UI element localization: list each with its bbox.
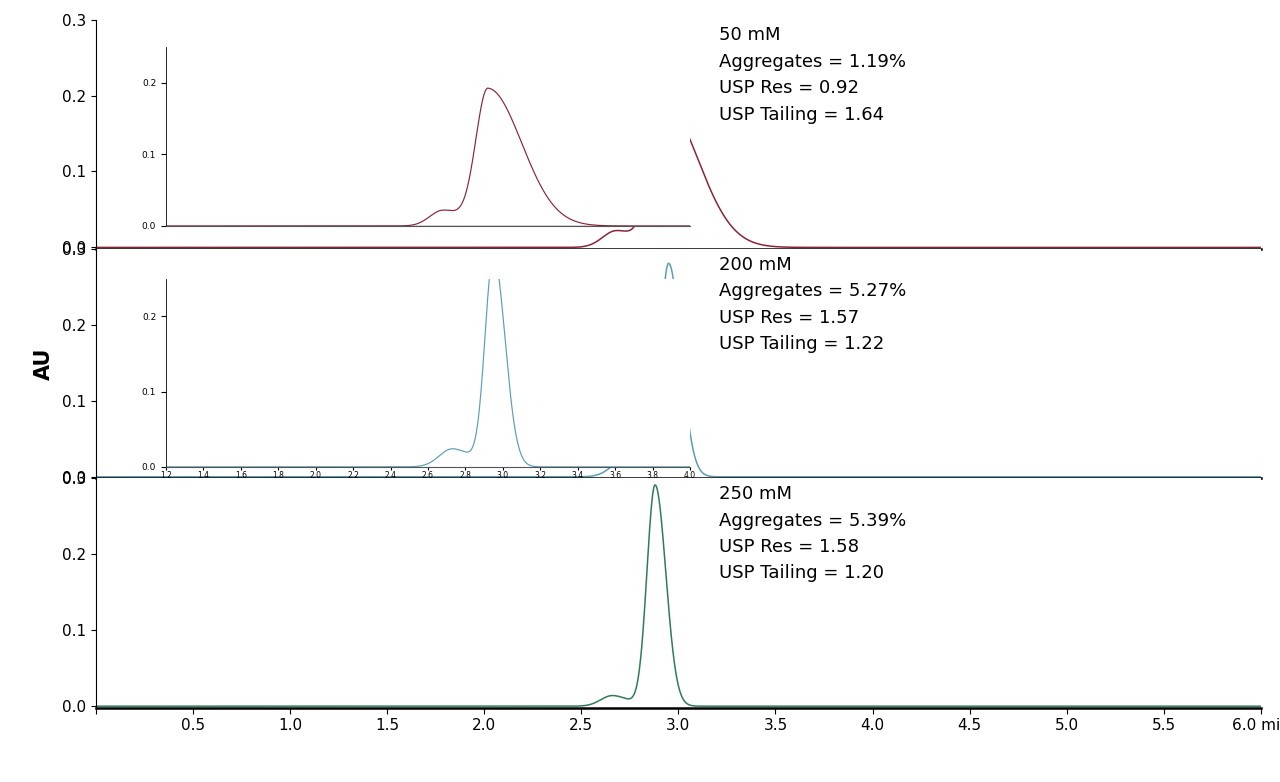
- Y-axis label: AU: AU: [33, 347, 54, 380]
- Text: 50 mM
Aggregates = 1.19%
USP Res = 0.92
USP Tailing = 1.64: 50 mM Aggregates = 1.19% USP Res = 0.92 …: [719, 27, 906, 124]
- Text: 200 mM
Aggregates = 5.27%
USP Res = 1.57
USP Tailing = 1.22: 200 mM Aggregates = 5.27% USP Res = 1.57…: [719, 256, 906, 353]
- Text: 250 mM
Aggregates = 5.39%
USP Res = 1.58
USP Tailing = 1.20: 250 mM Aggregates = 5.39% USP Res = 1.58…: [719, 485, 906, 583]
